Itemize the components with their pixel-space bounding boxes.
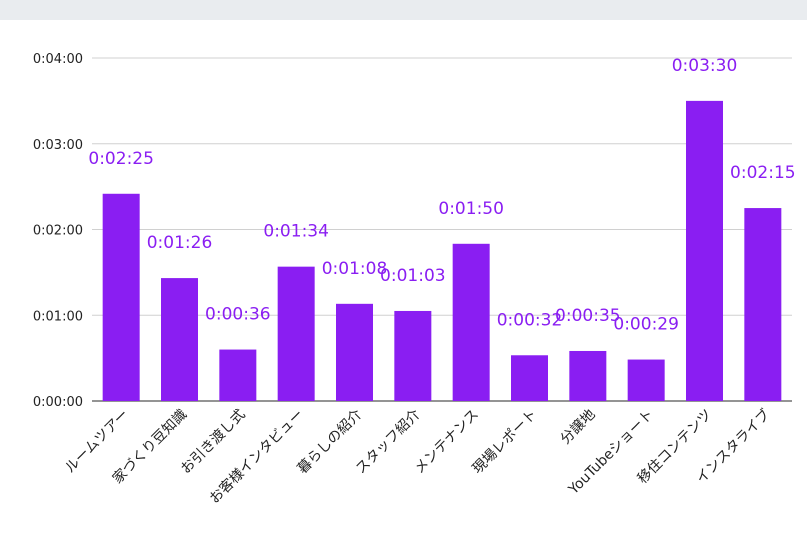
bar — [744, 208, 782, 401]
y-axis-ticks: 0:00:00 0:01:00 0:02:00 0:03:00 0:04:00 — [33, 52, 83, 410]
bar — [102, 193, 140, 401]
bar — [569, 350, 607, 401]
y-tick-label: 0:00:00 — [33, 395, 83, 410]
bar — [219, 349, 257, 401]
bar — [277, 266, 315, 401]
data-labels: 0:02:250:01:260:00:360:01:340:01:080:01:… — [88, 56, 795, 335]
data-label: 0:02:25 — [88, 149, 154, 169]
data-label: 0:01:08 — [322, 259, 388, 279]
x-axis-categories: ルームツアー家づくり豆知識お引き渡し式お客様インタビュー暮らしの紹介スタッフ紹介… — [62, 406, 773, 507]
bar — [511, 355, 548, 401]
data-label: 0:02:15 — [730, 163, 796, 183]
gridlines — [92, 57, 792, 402]
y-tick-label: 0:02:00 — [33, 224, 83, 239]
data-label: 0:01:03 — [380, 266, 446, 286]
category-label: 分譲地 — [558, 407, 599, 448]
data-label: 0:01:26 — [147, 233, 213, 253]
data-label: 0:01:50 — [438, 199, 504, 219]
data-label: 0:00:36 — [205, 305, 271, 325]
bar — [161, 278, 198, 401]
bar — [394, 310, 432, 401]
y-tick-label: 0:01:00 — [33, 309, 83, 324]
category-label: お客様インタビュー — [206, 406, 307, 507]
data-label: 0:00:32 — [497, 310, 563, 330]
bars — [102, 100, 782, 401]
y-tick-label: 0:04:00 — [33, 52, 83, 67]
data-label: 0:01:34 — [263, 222, 329, 242]
bar — [452, 243, 490, 401]
bar — [627, 359, 665, 401]
data-label: 0:00:35 — [555, 306, 621, 326]
data-label: 0:03:30 — [672, 56, 738, 76]
top-bar — [0, 0, 807, 20]
y-tick-label: 0:03:00 — [33, 138, 83, 153]
data-label: 0:00:29 — [613, 315, 679, 335]
bar — [336, 303, 373, 401]
bar — [686, 100, 723, 401]
